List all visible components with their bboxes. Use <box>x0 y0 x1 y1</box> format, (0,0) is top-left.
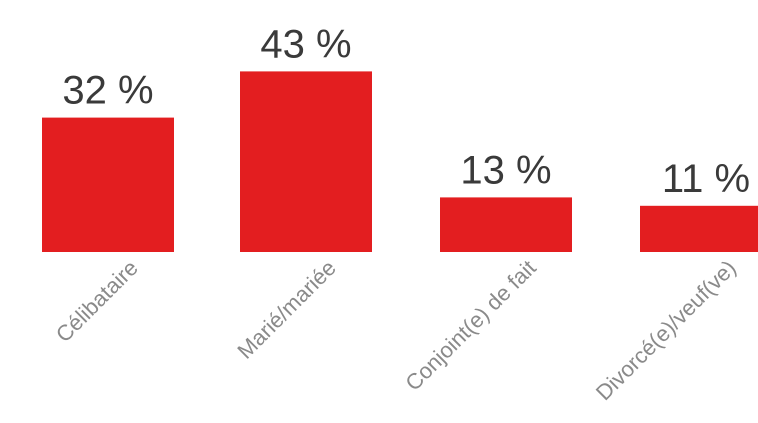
value-label-3: 13 % <box>460 148 551 192</box>
value-labels-layer: 32 % 43 % 13 % 11 % <box>62 22 750 200</box>
category-label-2: Marié/mariée <box>232 255 340 363</box>
bars-layer <box>42 71 758 253</box>
category-label-1: Célibataire <box>51 255 143 347</box>
category-label-3: Conjoint(e) de fait <box>400 255 540 395</box>
bar-4 <box>640 205 758 252</box>
bar-1 <box>42 117 174 252</box>
value-label-4: 11 % <box>662 157 750 201</box>
category-labels-layer: Célibataire Marié/mariée Conjoint(e) de fa… <box>51 255 741 405</box>
bar-3 <box>440 197 572 252</box>
category-label-4: Divorcé(e)/veuf(ve) <box>591 255 741 405</box>
value-label-1: 32 % <box>62 69 153 113</box>
bar-2 <box>240 71 372 253</box>
value-label-2: 43 % <box>260 22 351 66</box>
